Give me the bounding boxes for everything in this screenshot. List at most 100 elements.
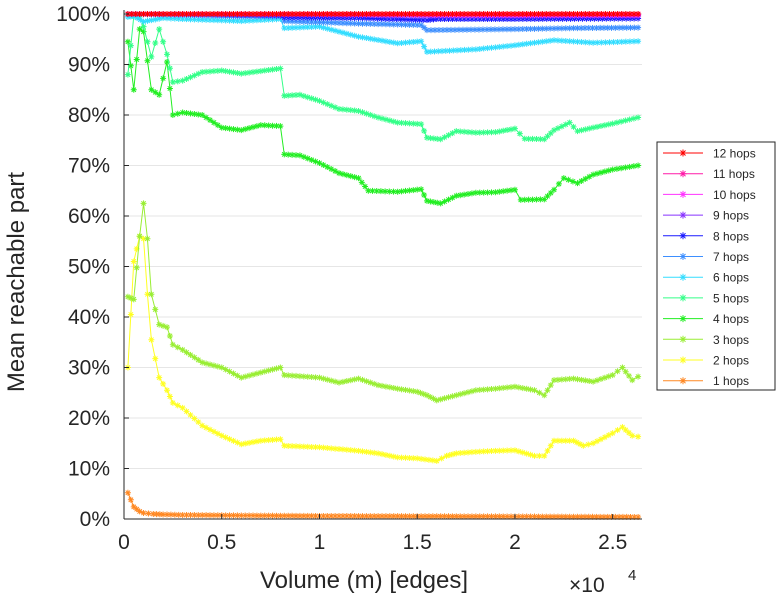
data-point — [144, 17, 151, 24]
data-point — [187, 411, 194, 418]
legend-item: 7 hops — [663, 250, 749, 264]
data-point — [144, 235, 151, 242]
data-point — [371, 11, 378, 17]
data-point — [427, 135, 434, 142]
data-point — [635, 38, 642, 45]
data-point — [375, 114, 382, 121]
data-point — [351, 107, 358, 114]
data-point — [359, 109, 366, 116]
data-point — [144, 57, 151, 64]
data-point — [195, 70, 202, 77]
data-point — [465, 129, 472, 136]
data-point — [533, 136, 540, 143]
data-point — [562, 38, 569, 45]
data-point — [402, 513, 409, 520]
data-point — [230, 512, 237, 519]
series-4-hops — [124, 26, 642, 207]
data-point — [367, 513, 374, 520]
data-point — [589, 513, 596, 520]
data-point — [625, 429, 632, 436]
series-3-hops — [124, 200, 642, 404]
data-point — [304, 155, 311, 162]
data-point — [601, 374, 608, 381]
data-point — [140, 509, 147, 516]
data-point — [511, 26, 518, 33]
data-point — [187, 351, 194, 358]
data-point — [437, 136, 444, 143]
data-point — [152, 40, 159, 47]
data-point — [320, 444, 327, 451]
data-point — [359, 448, 366, 455]
data-point — [152, 355, 159, 362]
data-point — [199, 16, 206, 23]
data-point — [504, 11, 511, 17]
data-point — [156, 15, 163, 22]
data-point — [457, 192, 464, 199]
data-point — [577, 441, 584, 448]
data-point — [296, 24, 303, 31]
data-point — [558, 25, 565, 32]
data-point — [179, 77, 186, 84]
data-point — [358, 179, 365, 186]
data-point — [160, 322, 167, 329]
data-point — [324, 101, 331, 108]
data-point — [308, 23, 315, 30]
data-point — [148, 336, 155, 343]
data-point — [355, 513, 362, 520]
data-point — [367, 35, 374, 42]
data-point — [218, 124, 225, 131]
data-point — [551, 25, 558, 32]
data-point — [480, 129, 487, 136]
data-point — [531, 452, 538, 459]
data-point — [593, 513, 600, 520]
data-point — [454, 47, 461, 54]
data-point — [398, 188, 405, 195]
data-point — [453, 16, 460, 23]
data-point — [527, 386, 534, 393]
data-point — [623, 24, 630, 31]
data-point — [517, 196, 524, 203]
data-point — [226, 17, 233, 24]
data-point — [308, 156, 315, 163]
data-point — [347, 107, 354, 114]
data-point — [226, 11, 233, 17]
data-point — [214, 67, 221, 74]
data-point — [300, 93, 307, 100]
data-point — [500, 127, 507, 134]
data-point — [461, 449, 468, 456]
data-point — [179, 16, 186, 23]
data-point — [203, 114, 210, 121]
data-point — [554, 376, 561, 383]
data-point — [187, 11, 194, 17]
data-point — [207, 11, 214, 17]
data-point — [492, 129, 499, 136]
data-point — [289, 443, 296, 450]
data-point — [625, 372, 632, 379]
data-point — [312, 512, 319, 519]
data-point — [558, 11, 565, 17]
data-point — [265, 67, 272, 74]
data-point — [598, 39, 605, 46]
data-point — [441, 395, 448, 402]
data-point — [127, 13, 134, 20]
data-point — [304, 24, 311, 31]
data-point — [590, 11, 597, 17]
data-point — [265, 367, 272, 374]
data-point — [289, 11, 296, 17]
data-point — [410, 455, 417, 462]
data-point — [257, 68, 264, 75]
data-point — [573, 439, 580, 446]
data-point — [504, 127, 511, 134]
data-point — [614, 427, 621, 434]
data-point — [265, 437, 272, 444]
data-point — [379, 11, 386, 17]
data-point — [320, 24, 327, 31]
data-point — [523, 513, 530, 520]
data-point — [293, 11, 300, 17]
legend-swatch-marker — [679, 170, 687, 178]
data-point — [578, 11, 585, 17]
data-point — [487, 26, 494, 33]
data-point — [543, 25, 550, 32]
data-point — [562, 11, 569, 17]
data-point — [300, 443, 307, 450]
